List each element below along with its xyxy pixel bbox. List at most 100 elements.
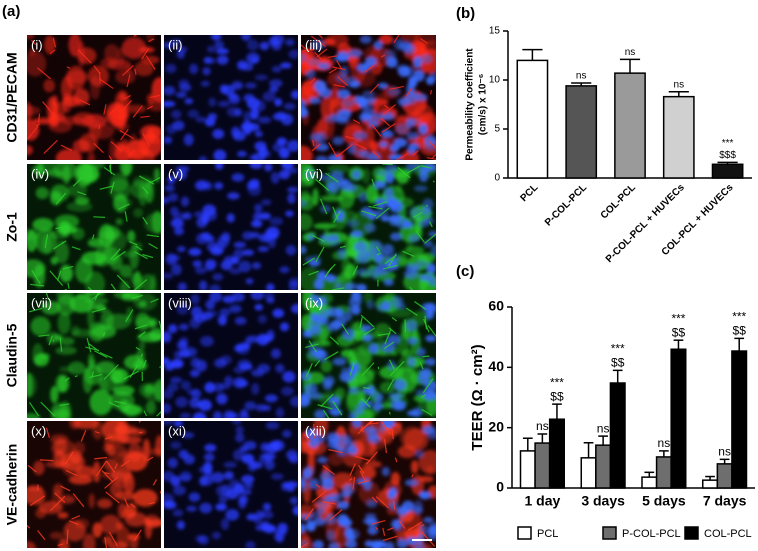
annotation: $$ bbox=[550, 389, 564, 403]
membrane bbox=[110, 283, 117, 290]
nucleus bbox=[301, 199, 308, 207]
nucleus bbox=[322, 379, 333, 390]
stain bbox=[115, 218, 123, 225]
membrane bbox=[364, 65, 375, 73]
micrograph-content bbox=[164, 293, 298, 418]
membrane bbox=[102, 331, 106, 337]
membrane bbox=[103, 104, 107, 115]
nucleus bbox=[364, 223, 376, 233]
micrograph: (viii) bbox=[164, 293, 298, 418]
y-tick-label: 0 bbox=[496, 479, 504, 495]
stain bbox=[84, 293, 106, 297]
membrane bbox=[148, 38, 155, 43]
nucleus bbox=[413, 506, 424, 515]
membrane bbox=[357, 421, 372, 435]
membrane bbox=[94, 456, 108, 460]
nucleus bbox=[282, 371, 296, 383]
nucleus bbox=[423, 239, 433, 248]
nucleus bbox=[257, 363, 271, 374]
nucleus bbox=[212, 128, 225, 139]
nucleus bbox=[423, 516, 434, 523]
stain bbox=[301, 194, 315, 211]
stain bbox=[55, 346, 77, 355]
nucleus bbox=[258, 146, 268, 158]
membrane bbox=[48, 335, 54, 346]
stain bbox=[140, 274, 156, 290]
nucleus bbox=[204, 382, 216, 393]
nucleus bbox=[305, 69, 316, 79]
nucleus bbox=[409, 206, 422, 219]
membrane bbox=[371, 124, 382, 137]
membrane bbox=[361, 210, 377, 217]
nucleus bbox=[390, 232, 403, 241]
nucleus bbox=[203, 452, 215, 462]
membrane bbox=[39, 459, 54, 462]
nucleus bbox=[418, 123, 428, 135]
nucleus bbox=[308, 478, 320, 490]
nucleus bbox=[211, 531, 221, 540]
nucleus bbox=[328, 493, 341, 502]
nucleus bbox=[289, 496, 298, 505]
membrane bbox=[85, 346, 99, 351]
legend-label: P-COL-PCL bbox=[622, 528, 681, 540]
membrane bbox=[394, 457, 398, 463]
panel-numeral: (iii) bbox=[305, 37, 322, 52]
membrane bbox=[423, 318, 430, 333]
nucleus bbox=[164, 421, 174, 426]
membrane bbox=[110, 248, 121, 260]
membrane bbox=[322, 409, 330, 418]
nucleus bbox=[231, 81, 244, 90]
stain bbox=[320, 96, 334, 121]
nucleus bbox=[178, 79, 190, 88]
blobs bbox=[27, 421, 161, 548]
membrane bbox=[361, 362, 375, 376]
stain bbox=[313, 421, 329, 438]
membrane bbox=[339, 245, 346, 249]
membrane bbox=[309, 77, 316, 85]
membrane bbox=[86, 337, 92, 353]
membrane bbox=[303, 433, 310, 442]
x-tick-label: COL-PCL bbox=[599, 182, 638, 221]
annotation: ns bbox=[674, 79, 685, 90]
nucleus bbox=[198, 280, 208, 290]
stain bbox=[92, 421, 104, 440]
nucleus bbox=[251, 262, 262, 270]
membrane bbox=[74, 375, 78, 378]
nucleus bbox=[356, 267, 370, 277]
nucleus bbox=[359, 35, 372, 44]
nucleus bbox=[419, 54, 433, 64]
y-tick-label: 0 bbox=[494, 173, 500, 184]
stain bbox=[58, 337, 75, 346]
stain bbox=[115, 69, 136, 85]
membrane bbox=[132, 105, 143, 118]
stain bbox=[31, 164, 45, 175]
bar bbox=[702, 479, 719, 489]
stain bbox=[410, 460, 419, 474]
nucleus bbox=[365, 56, 378, 67]
nucleus bbox=[184, 98, 194, 105]
membrane bbox=[31, 269, 41, 284]
stain bbox=[89, 389, 113, 416]
membrane bbox=[122, 64, 134, 76]
membrane bbox=[329, 509, 343, 522]
micrograph-content bbox=[27, 421, 161, 548]
stain bbox=[77, 47, 97, 64]
micrograph-content bbox=[164, 421, 298, 548]
membrane bbox=[67, 282, 70, 289]
nucleus bbox=[198, 466, 211, 474]
membrane bbox=[382, 527, 386, 536]
membrane bbox=[125, 309, 134, 323]
membrane bbox=[57, 543, 64, 546]
nucleus bbox=[233, 249, 244, 260]
nucleus bbox=[348, 387, 360, 394]
nucleus bbox=[187, 109, 199, 119]
nucleus bbox=[238, 260, 252, 273]
membrane bbox=[302, 257, 316, 266]
nucleus bbox=[266, 296, 275, 304]
stain bbox=[398, 250, 408, 266]
nucleus bbox=[381, 342, 395, 353]
panel-numeral: (vi) bbox=[305, 166, 323, 181]
nucleus bbox=[245, 82, 257, 89]
stain bbox=[92, 461, 101, 483]
nucleus bbox=[370, 540, 383, 548]
